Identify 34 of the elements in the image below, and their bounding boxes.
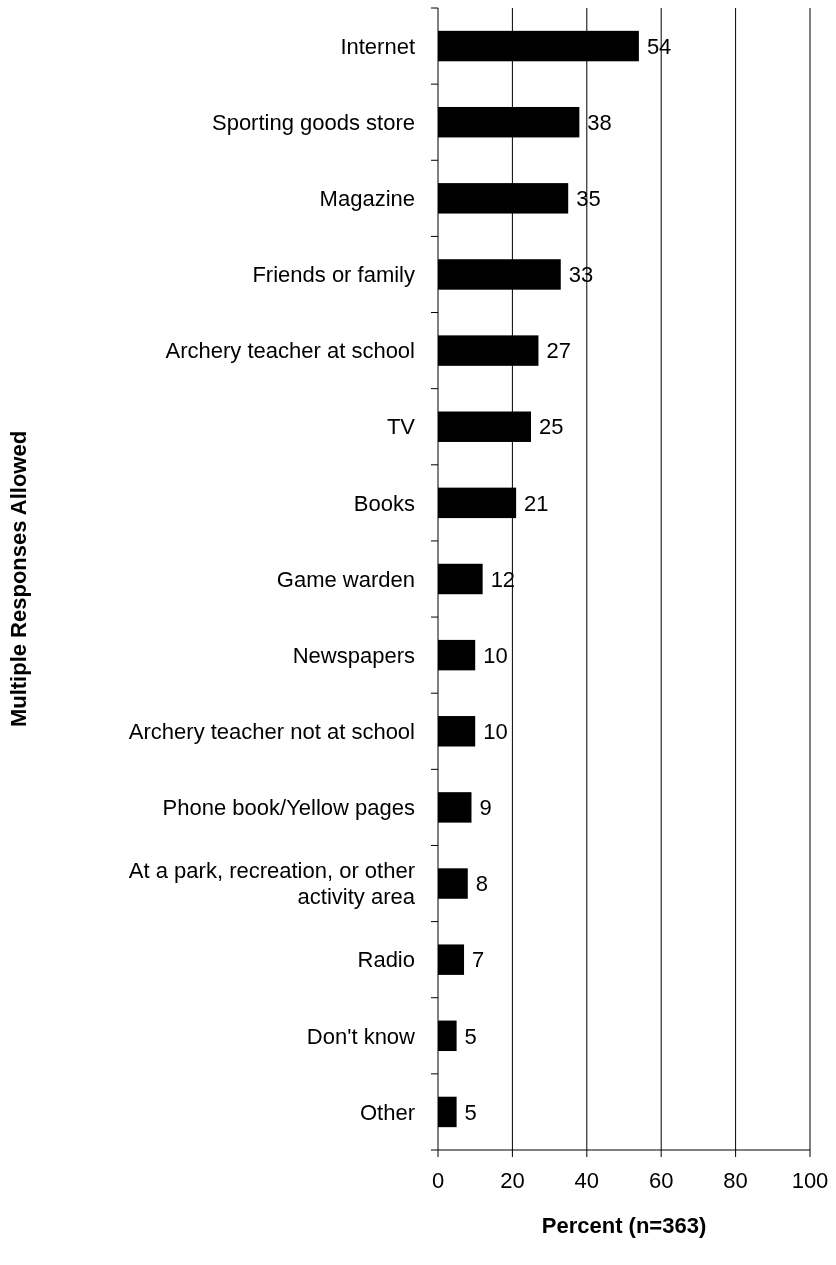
data-label: 25 — [539, 414, 564, 440]
x-axis-title: Percent (n=363) — [541, 1213, 707, 1238]
y-tick-label: Archery teacher at school — [165, 338, 415, 364]
data-label: 8 — [475, 871, 489, 897]
y-axis-title: Multiple Responses Allowed — [6, 430, 31, 728]
x-tick-label: 100 — [791, 1168, 829, 1193]
data-label: 10 — [483, 642, 508, 668]
y-tick-label: Phone book/Yellow pages — [162, 795, 415, 821]
y-tick-label: Other — [359, 1099, 415, 1125]
y-tick-label: Game warden — [276, 566, 415, 592]
data-label: 5 — [464, 1023, 477, 1049]
y-tick-label: Books — [353, 490, 415, 516]
y-tick-label: Magazine — [319, 186, 415, 212]
data-label: 27 — [546, 338, 571, 364]
x-tick-label: 20 — [500, 1168, 525, 1193]
data-label: 7 — [472, 947, 485, 973]
y-tick-label: Friends or family — [252, 262, 415, 288]
x-tick-label: 60 — [648, 1168, 674, 1193]
data-label: 38 — [587, 109, 612, 135]
data-label: 21 — [524, 490, 549, 516]
x-tick-label: 40 — [574, 1168, 600, 1193]
y-tick-label: Internet — [340, 33, 415, 59]
y-tick-label: Newspapers — [292, 642, 415, 668]
y-tick-label: TV — [386, 414, 416, 440]
data-label: 9 — [479, 795, 492, 821]
y-tick-label: Sporting goods store — [211, 109, 415, 135]
data-label: 10 — [483, 718, 508, 744]
y-tick-label: Don't know — [306, 1023, 416, 1049]
y-tick-label: At a park, recreation, or other activity area — [128, 858, 416, 910]
y-tick-label: Archery teacher not at school — [128, 718, 415, 744]
x-tick-label: 0 — [431, 1168, 445, 1193]
data-label: 5 — [464, 1099, 477, 1125]
y-tick-label: Radio — [357, 947, 415, 973]
x-tick-label: 80 — [723, 1168, 748, 1193]
